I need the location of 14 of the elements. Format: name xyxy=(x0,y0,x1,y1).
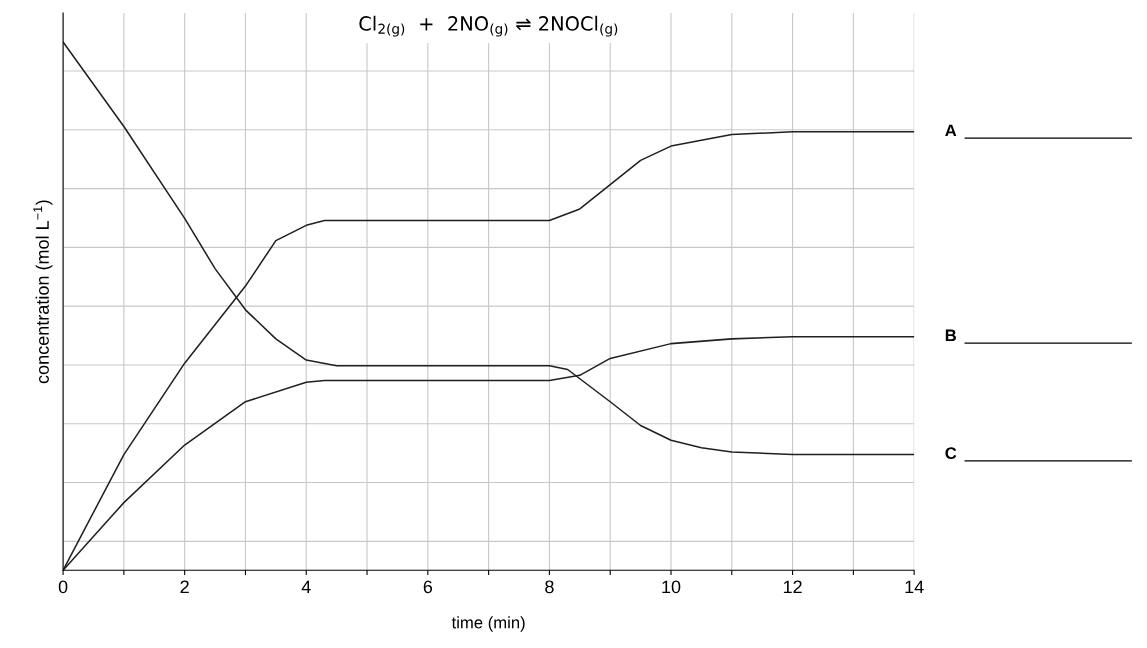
x-tick-label: 8 xyxy=(545,580,554,594)
y-axis-title: concentration (mol L$^{−1}$) xyxy=(33,200,53,384)
x-tick-label: 0 xyxy=(58,580,68,594)
series-label: C xyxy=(945,447,957,460)
x-tick-label: 14 xyxy=(905,580,924,594)
series-label: A xyxy=(945,124,957,137)
x-tick-label: 10 xyxy=(662,580,681,594)
x-tick-label: 4 xyxy=(301,580,311,594)
x-axis-title: time (min) xyxy=(451,616,525,632)
x-tick-label: 2 xyxy=(180,580,189,594)
x-tick-label: 6 xyxy=(423,580,433,594)
series-label: B xyxy=(945,329,956,342)
chart-title: Cl$_{2(g)}$ + 2NO$_{(g)}$ ⇌ 2NOCl$_{(g)}$ xyxy=(359,15,618,37)
x-tick-label: 12 xyxy=(783,580,802,594)
